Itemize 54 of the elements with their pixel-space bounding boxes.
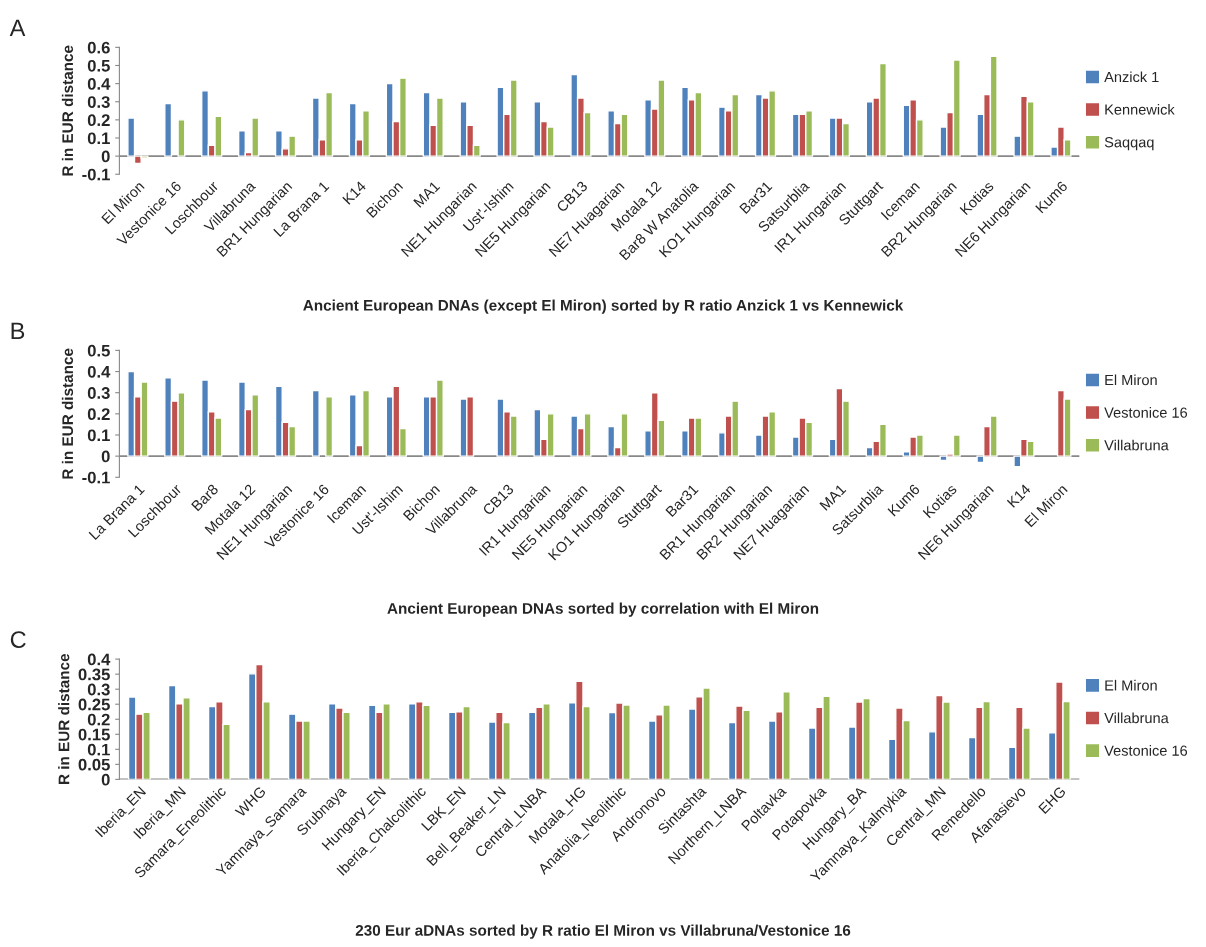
x-axis-title: Ancient European DNAs sorted by correlation with El Miron bbox=[387, 602, 819, 617]
y-tick-label: 0.2 bbox=[87, 408, 110, 421]
y-tick-label: 0.25 bbox=[78, 698, 110, 711]
y-tick-label: 0 bbox=[101, 150, 110, 163]
legend-label: Anzick 1 bbox=[1104, 71, 1159, 83]
bar bbox=[607, 110, 616, 157]
y-tick-label: 0.1 bbox=[87, 429, 110, 442]
y-tick-label: 0.2 bbox=[87, 114, 110, 127]
y-tick-label: -0.1 bbox=[82, 471, 110, 484]
bar bbox=[644, 99, 653, 157]
chart-title: B bbox=[11, 322, 25, 340]
legend-label: El Miron bbox=[1105, 374, 1157, 386]
chart-title: A bbox=[9, 19, 26, 36]
legend-label: Villabruna bbox=[1104, 439, 1169, 451]
y-tick-label: 0.4 bbox=[87, 653, 111, 666]
y-tick-label: 0.1 bbox=[87, 132, 110, 145]
y-tick-label: 0.5 bbox=[87, 344, 110, 357]
y-tick-label: 0.15 bbox=[78, 728, 110, 741]
y-tick-label: -0.1 bbox=[82, 168, 110, 181]
x-axis-title: 230 Eur aDNAs sorted by R ratio El Miron vs Villabruna/Vestonice 16 bbox=[355, 924, 851, 939]
chart-title: C bbox=[10, 631, 26, 648]
y-tick-label: 0.4 bbox=[87, 365, 111, 378]
y-tick-label: 0.3 bbox=[87, 96, 110, 108]
y-axis-title: R in EUR distance bbox=[61, 45, 74, 176]
y-tick-label: 0.1 bbox=[87, 743, 110, 756]
y-tick-label: 0 bbox=[101, 773, 110, 786]
bar bbox=[607, 425, 616, 457]
bar bbox=[164, 102, 173, 157]
y-tick-label: 0.6 bbox=[87, 41, 110, 54]
legend-label: El Miron bbox=[1105, 679, 1157, 691]
x-tick-label: K14 bbox=[342, 180, 367, 205]
bar bbox=[127, 370, 136, 457]
y-tick-label: 0.35 bbox=[78, 668, 110, 681]
legend-label: Villabruna bbox=[1104, 712, 1169, 724]
y-tick-label: 0.05 bbox=[78, 758, 110, 771]
y-axis-title: R in EUR distance bbox=[61, 348, 74, 479]
bar bbox=[177, 119, 186, 157]
legend-label: Saqqaq bbox=[1104, 137, 1154, 151]
x-tick-label: K14 bbox=[1006, 483, 1032, 508]
legend-label: Vestonice 16 bbox=[1104, 407, 1188, 418]
y-tick-label: 0.5 bbox=[87, 59, 110, 72]
legend-label: Vestonice 16 bbox=[1104, 745, 1188, 756]
legend-label: Kennewick bbox=[1105, 104, 1175, 115]
y-tick-label: 0 bbox=[101, 450, 110, 463]
bar bbox=[325, 396, 334, 457]
y-tick-label: 0.2 bbox=[87, 713, 110, 726]
bar bbox=[164, 377, 173, 457]
bar bbox=[311, 389, 320, 457]
y-axis-title: R in EUR distance bbox=[58, 653, 70, 785]
bar bbox=[201, 90, 210, 157]
y-tick-label: 0.3 bbox=[87, 387, 110, 399]
y-tick-label: 0.3 bbox=[87, 683, 110, 696]
y-tick-label: 0.4 bbox=[87, 78, 111, 90]
x-axis-title: Ancient European DNAs (except El Miron) sorted by R ratio Anzick 1 vs Kennewick bbox=[303, 299, 904, 314]
